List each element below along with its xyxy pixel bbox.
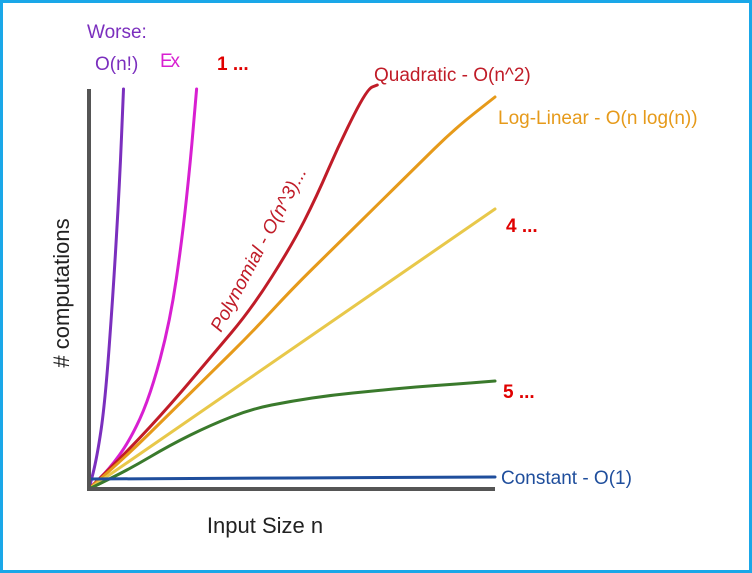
y-axis-title: # computations [49,218,74,367]
series-line-6 [87,475,497,481]
series-label-polynomial: Polynomial - O(n^3)... [207,164,312,336]
series-label-log-linear: Log-Linear - O(n log(n)) [498,108,698,129]
series-label-quadratic: Quadratic - O(n^2) [374,65,531,86]
series-label-factorial-bottom: O(n!) [95,54,138,75]
series-line-3 [87,95,497,491]
x-axis-title: Input Size n [207,513,323,538]
series-label-factorial-top: Worse: [87,22,147,43]
series-line-5 [87,379,497,491]
series-line-4 [87,207,497,491]
series-label-exponential: Ex [160,51,181,72]
series-line-2 [87,83,379,491]
series-label-constant: Constant - O(1) [501,468,632,489]
series-line-0 [87,87,125,491]
annotation-1: 1 ... [217,54,249,75]
complexity-chart: Input Size n # computations Worse: O(n!)… [49,22,698,538]
annotation-4: 4 ... [506,216,538,237]
series-line-1 [87,87,199,491]
annotation-5: 5 ... [503,382,535,403]
